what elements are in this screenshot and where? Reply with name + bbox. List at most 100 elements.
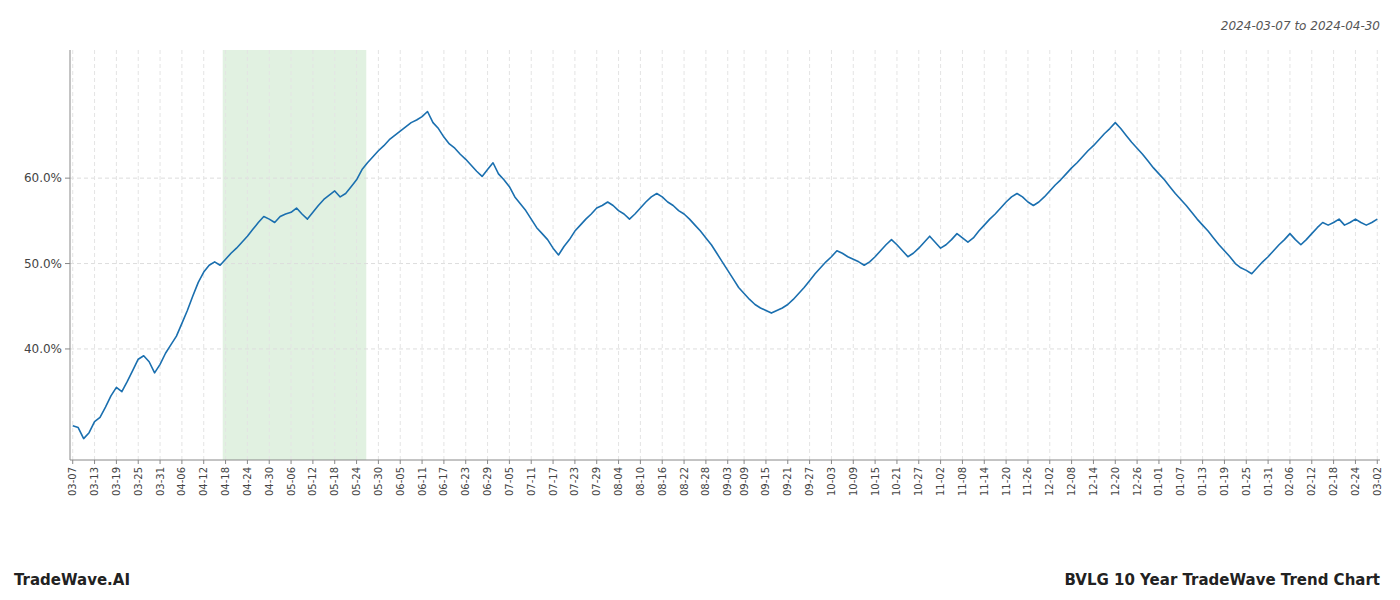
x-tick-label: 05-12 [307,467,318,496]
x-tick [1333,460,1334,464]
x-tick [116,460,117,464]
x-tick-label: 04-18 [220,467,231,496]
x-grid-line [1311,50,1312,460]
x-tick [1180,460,1181,464]
x-grid-line [1224,50,1225,460]
x-tick [72,460,73,464]
x-tick [705,460,706,464]
x-grid-line [1180,50,1181,460]
x-grid-line [618,50,619,460]
x-tick-label: 04-30 [264,467,275,496]
x-tick-label: 09-03 [722,467,733,496]
y-grid-line [70,348,1380,349]
y-tick-label: 60.0% [24,171,62,185]
x-tick [727,460,728,464]
subtitle: 2024-03-07 to 2024-04-30 [1221,19,1381,33]
x-tick-label: 03-07 [67,467,78,496]
x-tick-label: 10-21 [891,467,902,496]
x-grid-line [684,50,685,460]
x-tick-label: 11-14 [979,467,990,496]
x-tick-label: 04-12 [198,467,209,496]
x-tick [744,460,745,464]
x-tick [809,460,810,464]
x-tick-label: 02-18 [1328,467,1339,496]
x-tick-label: 01-01 [1153,467,1164,496]
x-tick-label: 06-17 [438,467,449,496]
x-tick-label: 07-11 [526,467,537,496]
x-grid-line [1202,50,1203,460]
x-tick-label: 12-20 [1110,467,1121,496]
x-grid-line [727,50,728,460]
x-tick-label: 01-25 [1241,467,1252,496]
x-tick [422,460,423,464]
y-tick [65,348,70,349]
x-tick-label: 10-03 [826,467,837,496]
x-tick [1049,460,1050,464]
x-tick-label: 12-08 [1066,467,1077,496]
x-tick [574,460,575,464]
x-tick [1071,460,1072,464]
x-tick-label: 11-20 [1001,467,1012,496]
x-tick-label: 05-30 [373,467,384,496]
axes: 40.0%50.0%60.0%03-0703-1303-1903-2503-31… [24,50,1383,496]
x-tick-label: 07-29 [591,467,602,496]
x-tick-label: 08-04 [613,467,624,496]
x-tick [465,460,466,464]
x-grid-line [765,50,766,460]
x-grid-line [291,50,292,460]
x-grid-line [312,50,313,460]
x-grid-line [378,50,379,460]
x-tick-label: 09-09 [739,467,750,496]
x-grid-line [640,50,641,460]
x-tick [487,460,488,464]
x-tick [1246,460,1247,464]
x-grid-line [356,50,357,460]
x-tick-label: 06-23 [460,467,471,496]
highlight-band [223,50,366,460]
x-grid-line [853,50,854,460]
x-tick [640,460,641,464]
x-tick-label: 10-15 [870,467,881,496]
x-tick-label: 05-18 [329,467,340,496]
x-grid-line [94,50,95,460]
x-tick-label: 05-24 [351,467,362,496]
x-tick-label: 06-29 [482,467,493,496]
y-tick [65,178,70,179]
x-tick-label: 02-06 [1284,467,1295,496]
x-tick-label: 02-24 [1350,467,1361,496]
x-tick [1377,460,1378,464]
x-tick [531,460,532,464]
highlight-layer [223,50,366,460]
x-grid-line [1049,50,1050,460]
x-tick-label: 03-31 [155,467,166,496]
x-grid-line [422,50,423,460]
x-tick [247,460,248,464]
x-grid-line [1093,50,1094,460]
x-tick [1289,460,1290,464]
x-tick [596,460,597,464]
x-tick [1202,460,1203,464]
x-grid-line [334,50,335,460]
x-tick [509,460,510,464]
x-tick [831,460,832,464]
x-tick-label: 08-16 [657,467,668,496]
x-grid-line [705,50,706,460]
x-grid-line [160,50,161,460]
x-grid-line [831,50,832,460]
x-grid-line [116,50,117,460]
x-tick [662,460,663,464]
x-tick [940,460,941,464]
x-grid-line [787,50,788,460]
x-tick-label: 11-02 [935,467,946,496]
y-tick-label: 40.0% [24,342,62,356]
x-grid-line [1246,50,1247,460]
x-grid-line [181,50,182,460]
x-grid-line [443,50,444,460]
series-layer [73,112,1378,439]
x-tick-label: 04-06 [176,467,187,496]
x-tick [138,460,139,464]
y-grid-line [70,263,1380,264]
x-grid-line [269,50,270,460]
x-tick-label: 06-11 [417,467,428,496]
x-grid-line [553,50,554,460]
